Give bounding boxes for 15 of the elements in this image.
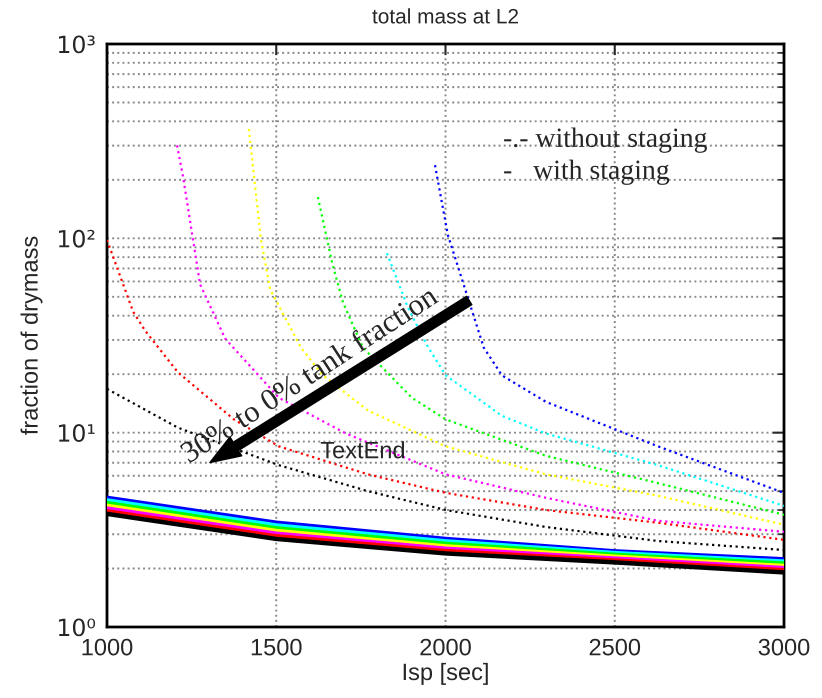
x-tick-label: 1500 [252, 638, 302, 656]
x-tick-label: 2500 [590, 638, 640, 656]
x-tick-label: 2000 [420, 638, 471, 656]
annotation: - with staging [504, 160, 670, 185]
y-tick-label: 10³ [58, 35, 95, 54]
chart-title: total mass at L2 [372, 8, 518, 24]
y-tick-label: 10⁰ [58, 618, 96, 636]
y-tick-label: 10² [58, 230, 94, 248]
annotation: -.- without staging [504, 128, 707, 153]
x-tick-label: 1000 [82, 638, 132, 656]
y-tick-label: 10¹ [58, 424, 95, 442]
line-series [107, 238, 784, 541]
x-tick-label: 3000 [758, 638, 810, 656]
x-axis-title: Isp [sec] [404, 662, 488, 685]
y-axis-title: fraction of drymass [20, 236, 42, 435]
